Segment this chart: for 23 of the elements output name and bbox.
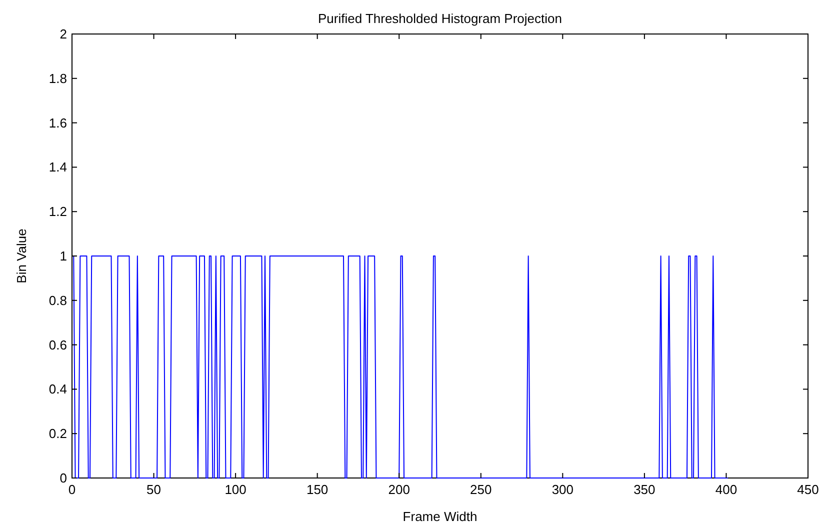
- y-tick-label: 0.2: [48, 426, 67, 442]
- y-tick-label: 1.2: [48, 204, 67, 220]
- y-tick-label: 1: [60, 248, 67, 264]
- y-tick-label: 1.6: [48, 115, 67, 130]
- x-tick-label: 300: [552, 482, 574, 497]
- x-tick-label: 250: [470, 482, 492, 497]
- y-tick-label: 1.8: [48, 70, 67, 86]
- x-tick-label: 50: [146, 482, 162, 497]
- x-axis-title: Frame Width: [402, 509, 478, 524]
- x-tick-label: 400: [715, 482, 738, 497]
- x-tick-label: 100: [224, 482, 246, 497]
- x-tick-label: 200: [388, 482, 410, 497]
- y-tick-label: 0.4: [48, 382, 67, 397]
- y-tick-label: 0.8: [48, 292, 67, 308]
- x-tick-label: 150: [306, 482, 328, 497]
- y-tick-label: 0: [60, 470, 67, 486]
- x-tick-label: 450: [797, 482, 819, 497]
- y-axis-title: Bin Value: [14, 228, 29, 284]
- chart-title: Purified Thresholded Histogram Projection: [318, 11, 562, 26]
- y-tick-label: 0.6: [48, 337, 67, 352]
- x-tick-label: 350: [634, 482, 656, 497]
- y-tick-label: 2: [60, 26, 67, 42]
- y-tick-label: 1.4: [48, 160, 67, 175]
